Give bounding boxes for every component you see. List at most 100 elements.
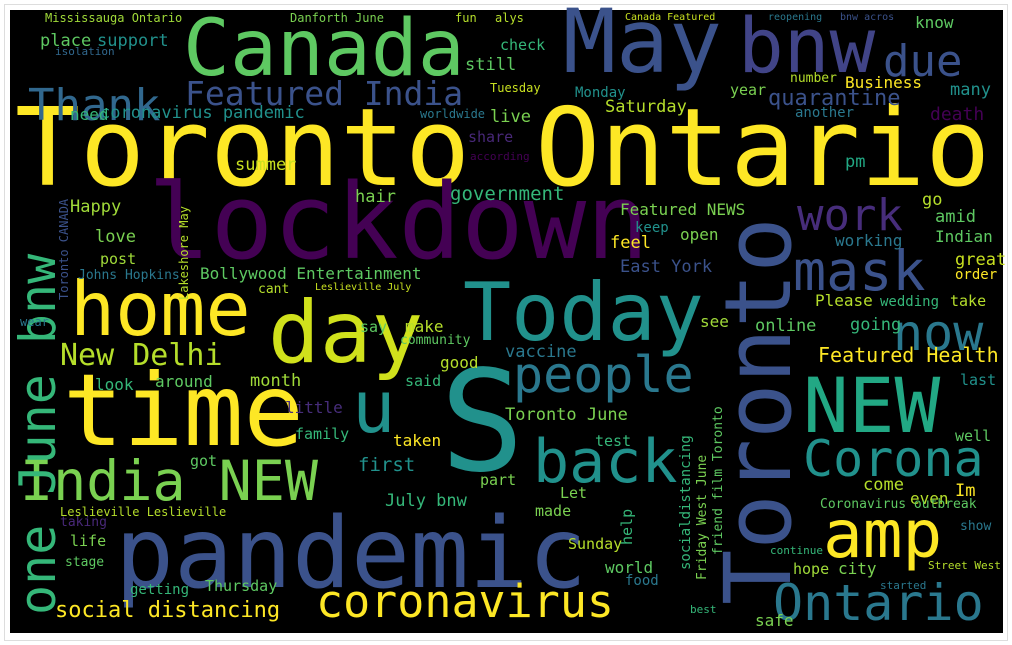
word: reopening [768,12,822,23]
word: vaccine [505,342,577,362]
word: cant [258,282,289,297]
word: safe [755,611,794,630]
word: online [755,316,816,336]
word: Canada [183,4,465,94]
word: food [625,573,659,589]
word: live [490,107,531,127]
word: many [950,80,991,100]
word: now [893,304,984,362]
word: bnw acros [840,12,894,23]
word: place [40,31,91,51]
word: coronavirus pandemic [100,103,305,123]
word: Canada Featured [625,12,715,23]
word: Let [560,484,587,502]
word: Street West [928,559,1001,572]
word: well [955,427,991,445]
word: Ontario [773,574,984,632]
word: u [352,365,395,449]
word: best [690,603,717,616]
word: made [535,502,571,520]
word: getting [130,582,189,598]
word: going [850,315,901,335]
word: community [400,333,471,348]
word: Monday [575,85,626,101]
word: due [883,36,962,87]
word: little [285,398,343,417]
word: said [405,372,441,390]
word: take [950,292,986,310]
word: Danforth June [290,11,384,25]
word: around [155,372,213,391]
word: lockdown [148,161,649,283]
word: make [405,317,444,336]
word: Lakeshore May [177,206,191,300]
word: alys [495,11,524,25]
word: May [563,0,722,93]
word: Indian [935,227,993,246]
word: death [930,104,984,125]
word: Mississauga Ontario [45,11,182,25]
word: still [465,55,516,75]
word: work [797,190,903,241]
word: love [95,227,136,247]
word: Please [815,291,873,310]
word: East York [620,257,712,277]
word: amp [823,496,942,573]
word: one June bnw [9,253,67,615]
word: friend film Toronto [711,406,726,555]
word: day [268,283,423,383]
word: worldwide [420,107,485,121]
word: Friday West June [695,455,710,580]
word: post [100,250,136,268]
word: life [70,532,106,550]
word: support [97,31,169,51]
word: July bnw [385,491,468,511]
word: Featured Health [818,343,999,367]
word: help [618,509,636,545]
word: amid [935,207,976,227]
word: say [360,318,387,336]
word: according [470,150,530,163]
word: hope [793,560,829,578]
word: month [250,371,301,391]
word: wear [20,315,49,329]
word: Happy [70,197,121,217]
word: S [440,341,524,504]
word: feel [610,233,651,253]
word: world [605,558,653,577]
word: first [358,454,415,476]
word: isolation [55,45,115,58]
word: pandemic [115,497,587,611]
word: family [295,425,349,443]
word: Im [955,481,975,501]
word: quarantine [768,86,900,111]
word: last [960,371,996,389]
word: continue [770,544,823,557]
word: hair [355,187,396,207]
word: see [700,312,729,331]
word: Business [845,73,922,92]
word: share [468,128,513,146]
word: bnw [738,1,876,90]
word: back [533,427,678,497]
cloud-background [10,10,1003,633]
word: taking [60,515,107,530]
word: socialdistancing [678,435,694,570]
word: need [70,105,109,124]
word: another [795,105,854,121]
word: mask [793,239,925,303]
word: Sunday [568,535,622,553]
word: Featured India [185,74,463,113]
word: show [960,519,991,534]
word: people [513,346,694,404]
word: Featured NEWS [620,200,745,219]
word: know [915,13,954,32]
word: Leslieville July [315,282,411,293]
word: open [680,225,719,244]
word: even [910,489,949,508]
word: Coronavirus outbreak [820,497,977,512]
word: Toronto CANADA [57,198,71,300]
word: Saturday [605,97,687,117]
